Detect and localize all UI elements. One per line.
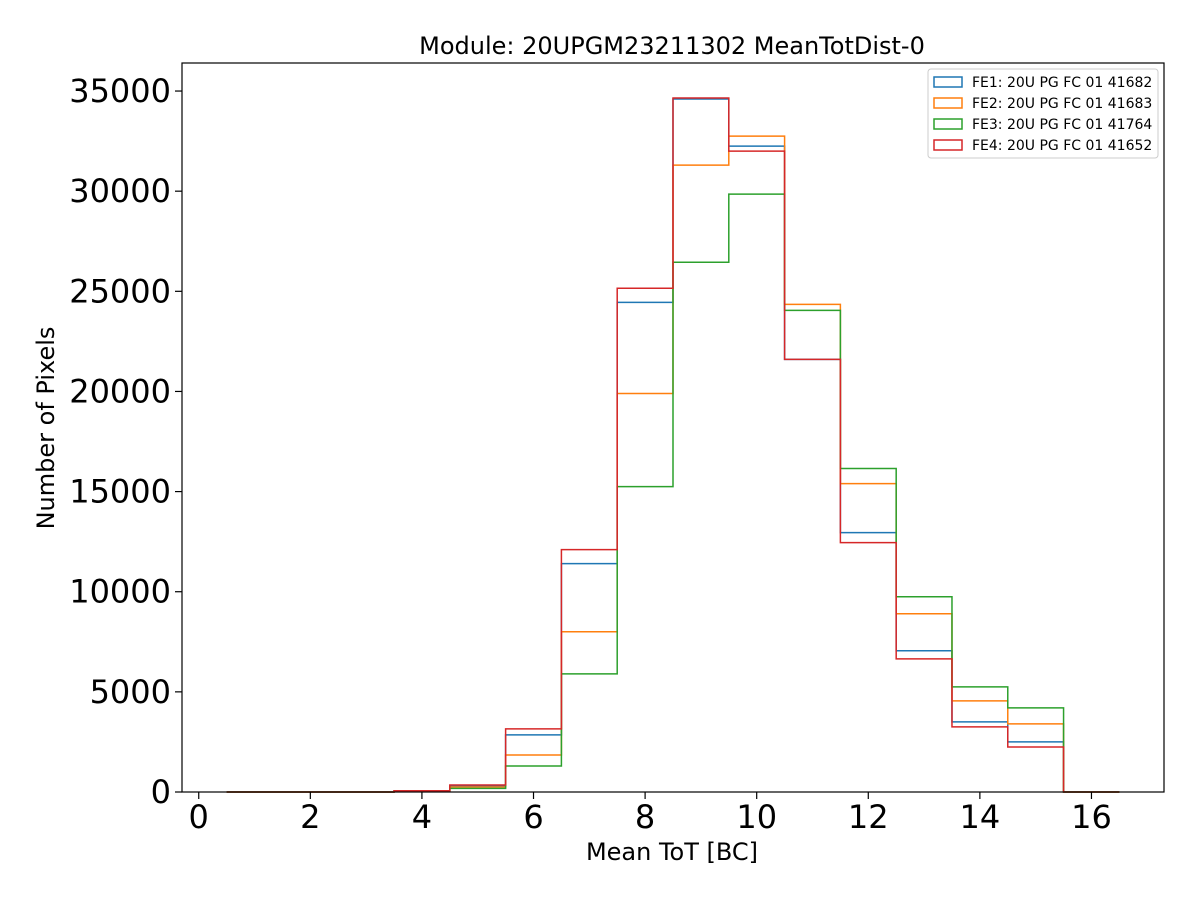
x-tick-label: 6 [523,798,543,836]
plot-frame [181,62,1165,793]
legend-swatch [933,97,963,109]
y-tick-label: 10000 [69,573,171,611]
x-tick-label: 10 [736,798,777,836]
legend-swatch [933,139,963,151]
x-tick-label: 14 [960,798,1001,836]
y-tick-label: 35000 [69,72,171,110]
x-tick-label: 8 [635,798,655,836]
y-axis: 0 5000 10000 15000 20000 25000 30000 35000 [69,72,182,811]
x-tick-label: 4 [412,798,432,836]
legend-box [927,68,1159,159]
x-axis-label: Mean ToT [BC] [586,838,758,866]
chart-title: Module: 20UPGM23211302 MeanTotDist-0 [419,32,925,60]
legend-swatch [933,76,963,88]
y-tick-label: 20000 [69,372,171,410]
legend: FE1: 20U PG FC 01 41682 FE2: 20U PG FC 01… [927,68,1159,159]
legend-entry-label: FE1: 20U PG FC 01 41682 [972,75,1152,91]
legend-entry-label: FE3: 20U PG FC 01 41764 [972,117,1152,133]
x-tick-label: 0 [189,798,209,836]
y-tick-label: 0 [151,773,171,811]
series-layer [226,97,1120,793]
legend-swatch [933,118,963,130]
legend-entry-label: FE2: 20U PG FC 01 41683 [972,96,1152,112]
y-tick-label: 25000 [69,272,171,310]
y-tick-label: 5000 [90,673,171,711]
x-axis: 0 2 4 6 8 10 12 14 16 [189,792,1112,836]
y-axis-label: Number of Pixels [32,327,60,530]
legend-entry-label: FE4: 20U PG FC 01 41652 [972,138,1152,154]
series-4-step-line [226,97,1120,793]
y-tick-label: 15000 [69,473,171,511]
x-tick-label: 2 [300,798,320,836]
x-tick-label: 16 [1071,798,1112,836]
y-tick-label: 30000 [69,172,171,210]
x-tick-label: 12 [848,798,889,836]
